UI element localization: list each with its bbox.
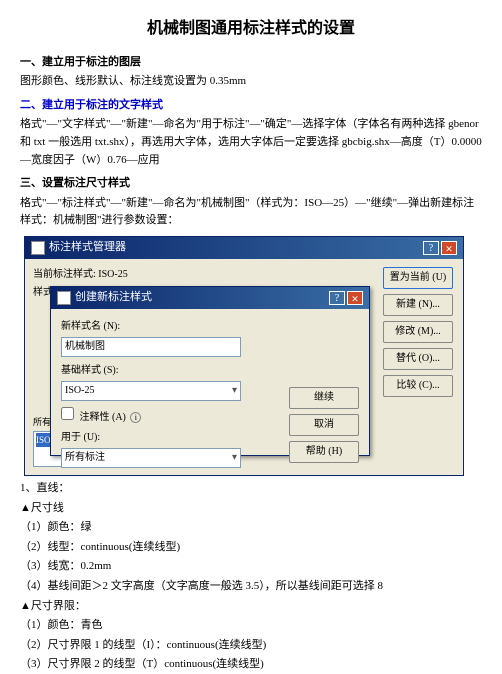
dialog-icon (31, 241, 45, 255)
line-8: （1）颜色：青色 (20, 617, 482, 635)
use-for-select[interactable]: 所有标注▾ (61, 448, 241, 468)
dialog-icon (57, 291, 71, 305)
help-icon[interactable]: ? (329, 291, 345, 305)
compare-button[interactable]: 比较 (C)... (383, 375, 453, 397)
dialog-screenshot: 标注样式管理器 ? ✕ 当前标注样式: ISO-25 样式 (S): 预览: I… (24, 236, 464, 476)
section-2-heading: 二、建立用于标注的文字样式 (20, 97, 482, 115)
line-5: （3）线宽：0.2mm (20, 558, 482, 576)
section-2-text: 格式"—"文字样式"—"新建"—命名为"用于标注"—"确定"—选择字体（字体名有… (20, 116, 482, 169)
section-3-text: 格式"—"标注样式"—"新建"—命名为"机械制图"（样式为：ISO—25）—"继… (20, 195, 482, 230)
new-name-label: 新样式名 (N): (61, 319, 359, 335)
chevron-down-icon: ▾ (232, 383, 237, 399)
new-button[interactable]: 新建 (N)... (383, 294, 453, 316)
info-icon: i (130, 412, 141, 423)
set-current-button[interactable]: 置为当前 (U) (383, 267, 453, 289)
section-1-heading: 一、建立用于标注的图层 (20, 54, 482, 72)
section-3-heading: 三、设置标注尺寸样式 (20, 175, 482, 193)
base-style-select[interactable]: ISO-25▾ (61, 381, 241, 401)
create-style-dialog: 创建新标注样式 ? ✕ 新样式名 (N): 机械制图 基础样式 (S): ISO… (50, 286, 370, 456)
line-3: （1）颜色：绿 (20, 519, 482, 537)
annotative-checkbox[interactable] (61, 407, 74, 420)
style-manager-buttons: 置为当前 (U) 新建 (N)... 修改 (M)... 替代 (O)... 比… (383, 267, 453, 402)
create-dialog-buttons: 继续 取消 帮助 (H) (289, 387, 359, 468)
annotative-label: 注释性 (A) (80, 412, 126, 423)
section-1-text: 图形颜色、线形默认、标注线宽设置为 0.35mm (20, 73, 482, 91)
line-9: （2）尺寸界限 1 的线型（I）：continuous(连续线型) (20, 637, 482, 655)
cancel-button[interactable]: 取消 (289, 414, 359, 436)
close-icon[interactable]: ✕ (347, 291, 363, 305)
style-manager-titlebar: 标注样式管理器 ? ✕ (25, 237, 463, 259)
create-style-titlebar: 创建新标注样式 ? ✕ (51, 287, 369, 309)
line-10: （3）尺寸界限 2 的线型（T）continuous(连续线型) (20, 656, 482, 674)
new-name-input[interactable]: 机械制图 (61, 337, 241, 357)
modify-button[interactable]: 修改 (M)... (383, 321, 453, 343)
style-manager-title: 标注样式管理器 (49, 239, 423, 257)
create-style-title: 创建新标注样式 (75, 289, 329, 307)
line-6: （4）基线间距＞2 文字高度（文字高度一般选 3.5），所以基线间距可选择 8 (20, 578, 482, 596)
override-button[interactable]: 替代 (O)... (383, 348, 453, 370)
base-style-label: 基础样式 (S): (61, 363, 359, 379)
page-title: 机械制图通用标注样式的设置 (20, 16, 482, 42)
close-icon[interactable]: ✕ (441, 241, 457, 255)
chevron-down-icon: ▾ (232, 450, 237, 466)
line-2: ▲尺寸线 (20, 500, 482, 518)
line-4: （2）线型：continuous(连续线型) (20, 539, 482, 557)
line-7: ▲尺寸界限： (20, 598, 482, 616)
continue-button[interactable]: 继续 (289, 387, 359, 409)
line-1: 1、直线： (20, 480, 482, 498)
help-button[interactable]: 帮助 (H) (289, 441, 359, 463)
help-icon[interactable]: ? (423, 241, 439, 255)
